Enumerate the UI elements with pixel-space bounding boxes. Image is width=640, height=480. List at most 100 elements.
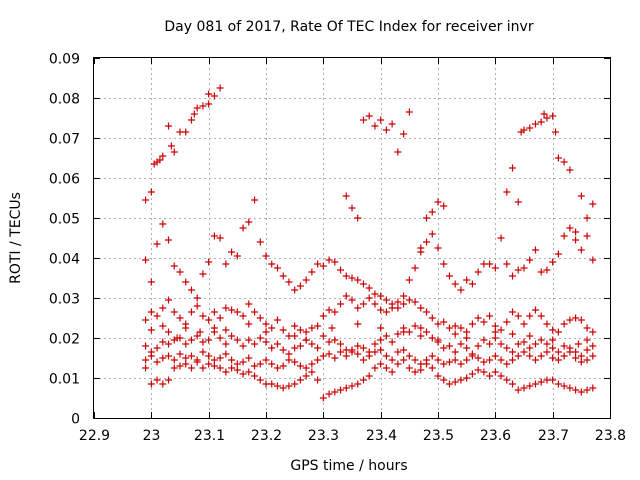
data-point [440, 202, 448, 210]
data-point [497, 372, 505, 380]
data-point [474, 268, 482, 276]
data-point [463, 328, 471, 336]
data-point [428, 334, 436, 342]
data-point [549, 336, 557, 344]
data-point [486, 312, 494, 320]
data-point [549, 354, 557, 362]
data-point [497, 356, 505, 364]
data-point [187, 336, 195, 344]
data-point [382, 126, 390, 134]
data-point [537, 336, 545, 344]
data-point [210, 308, 218, 316]
data-point [514, 312, 522, 320]
data-point [457, 340, 465, 348]
data-point [331, 336, 339, 344]
x-tick-label: 23.6 [480, 428, 511, 444]
data-point [256, 334, 264, 342]
data-point [331, 308, 339, 316]
data-point [159, 354, 167, 362]
data-point [509, 272, 517, 280]
data-point [325, 256, 333, 264]
data-point [268, 380, 276, 388]
data-point [371, 122, 379, 130]
data-point [285, 356, 293, 364]
data-point [411, 368, 419, 376]
data-point [411, 264, 419, 272]
data-point [554, 380, 562, 388]
y-tick-label: 0.08 [49, 92, 80, 108]
data-point [176, 350, 184, 358]
y-tick-label: 0.06 [49, 172, 80, 188]
data-point [394, 348, 402, 356]
x-tick-label: 23.1 [194, 428, 225, 444]
data-point [411, 322, 419, 330]
data-point [210, 324, 218, 332]
data-point [279, 362, 287, 370]
data-point [216, 334, 224, 342]
data-point [560, 232, 568, 240]
data-point [543, 348, 551, 356]
data-point [552, 128, 560, 136]
data-point [577, 352, 585, 360]
data-point [216, 314, 224, 322]
data-point [417, 332, 425, 340]
data-point [463, 344, 471, 352]
data-point [165, 236, 173, 244]
data-point [285, 350, 293, 358]
data-point [371, 290, 379, 298]
data-point [170, 308, 178, 316]
data-point [296, 282, 304, 290]
data-point [382, 296, 390, 304]
data-point [147, 352, 155, 360]
data-point [365, 112, 373, 120]
data-point [377, 306, 385, 314]
data-point [239, 370, 247, 378]
data-point [268, 324, 276, 332]
gridlines [94, 58, 610, 418]
data-point [463, 356, 471, 364]
data-point [388, 338, 396, 346]
data-point [199, 364, 207, 372]
data-point [434, 320, 442, 328]
data-point [468, 352, 476, 360]
data-point [371, 348, 379, 356]
data-point [480, 368, 488, 376]
data-point [359, 116, 367, 124]
data-point [256, 360, 264, 368]
data-point [377, 324, 385, 332]
data-point [509, 348, 517, 356]
data-point [228, 332, 236, 340]
data-point [520, 126, 528, 134]
data-point [159, 338, 167, 346]
data-point [291, 344, 299, 352]
data-point [153, 240, 161, 248]
data-point [256, 376, 264, 384]
data-point [417, 304, 425, 312]
x-axis-label: GPS time / hours [290, 458, 407, 474]
data-point [365, 284, 373, 292]
data-point [348, 204, 356, 212]
data-point [388, 304, 396, 312]
data-point [577, 192, 585, 200]
data-point [491, 334, 499, 342]
data-point [526, 124, 534, 132]
data-point [577, 358, 585, 366]
data-point [486, 340, 494, 348]
data-point [291, 286, 299, 294]
data-point [245, 300, 253, 308]
data-point [147, 380, 155, 388]
data-point [400, 356, 408, 364]
data-point [314, 356, 322, 364]
data-point [262, 338, 270, 346]
data-point [526, 256, 534, 264]
data-point [480, 358, 488, 366]
data-point [543, 340, 551, 348]
data-point [233, 336, 241, 344]
data-point [325, 390, 333, 398]
data-point [428, 208, 436, 216]
data-point [222, 326, 230, 334]
data-point [560, 382, 568, 390]
data-point [193, 104, 201, 112]
data-point [583, 356, 591, 364]
data-point [331, 258, 339, 266]
